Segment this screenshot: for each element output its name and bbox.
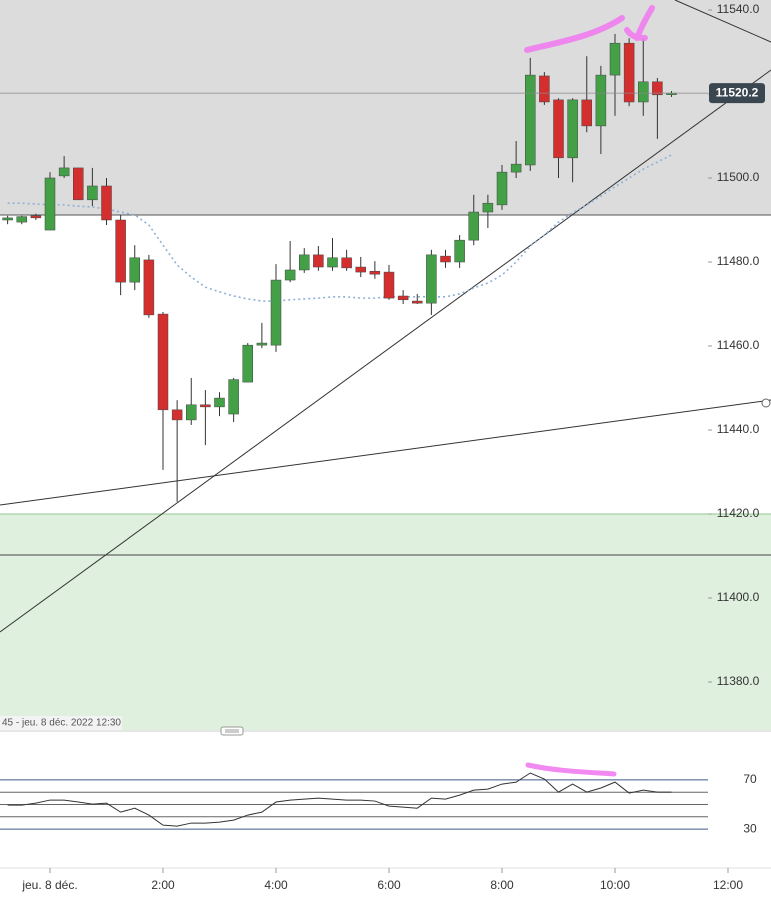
candle-body [256,342,268,346]
candle-body [440,255,451,263]
candle-body [595,74,607,127]
candle-body [73,167,84,201]
y-tick-label: 11460.0 [717,338,760,352]
highlight-stroke [524,15,625,53]
y-tick-label: 11400.0 [717,590,760,604]
moving-average [7,154,672,302]
candle-body [496,171,508,206]
candle-body [355,266,367,273]
candle-body [327,257,338,268]
trend-line [0,399,771,506]
indicator-line [7,772,672,827]
candle-body [623,42,635,103]
candle-body [553,99,564,159]
candle-body [383,271,395,299]
candle-body [426,254,437,304]
candle-body [171,409,183,421]
resize-handle[interactable] [220,726,244,736]
candle-body [397,295,409,301]
candle-body [16,216,28,223]
candle-body [609,42,621,76]
resistance-zone [0,0,771,215]
candle-body [369,270,381,275]
y-tick-label: 30 [743,821,757,835]
trend-line [674,0,771,43]
support-zone [0,514,771,730]
candle-body [454,239,465,263]
candle-body [341,257,352,269]
candle-body [525,74,536,166]
candle-body [2,217,13,221]
x-tick-label: 10:00 [600,878,630,892]
x-tick-label: 12:00 [713,878,743,892]
candle-body [482,202,494,213]
candle-body [412,300,423,304]
highlight-stroke [624,5,655,41]
candle-body [638,81,649,103]
y-tick-label: 11420.0 [717,506,760,520]
x-tick-label: 2:00 [151,878,175,892]
candle-body [143,259,155,316]
candle-body [299,254,310,271]
y-tick-label: 11440.0 [717,422,760,436]
note: 45 - jeu. 8 déc. 2022 12:30 [2,718,121,729]
candle-body [214,397,225,408]
x-tick-label: 4:00 [264,878,288,892]
last-price-box [709,83,765,104]
candle-body [186,404,197,421]
candle-body [30,215,42,219]
x-tick-label: jeu. 8 déc. [21,878,77,892]
candle-body [539,75,550,103]
annotations [524,5,655,777]
candle-body [313,254,324,268]
candle-body [157,313,169,411]
y-tick-label: 11480.0 [717,254,760,268]
candle-body [200,404,211,408]
candle-body [284,269,296,281]
trend-line [0,69,771,633]
last-price-label: 11520.2 [716,85,759,99]
candle-body [58,167,70,177]
note-box [0,716,122,730]
candle-body [567,99,578,159]
y-tick-label: 70 [743,772,757,786]
x-tick-label: 8:00 [490,878,514,892]
y-tick-label: 11380.0 [717,674,760,688]
candle-body [101,185,112,221]
x-tick-label: 6:00 [377,878,401,892]
y-tick-label: 11500.0 [717,170,760,184]
candle-body [129,257,141,283]
candle-body [242,344,254,383]
highlight-stroke [525,762,617,777]
candle-body [270,279,282,346]
candle-body [510,163,522,173]
line-handle[interactable] [761,398,771,408]
candle-body [115,219,126,283]
candle-body [87,185,98,201]
candle-body [652,81,663,96]
candle-body [44,177,56,231]
candle-body [468,211,480,241]
candle-body [228,379,239,415]
y-tick-label: 11540.0 [717,2,760,16]
candle-body [581,99,593,127]
